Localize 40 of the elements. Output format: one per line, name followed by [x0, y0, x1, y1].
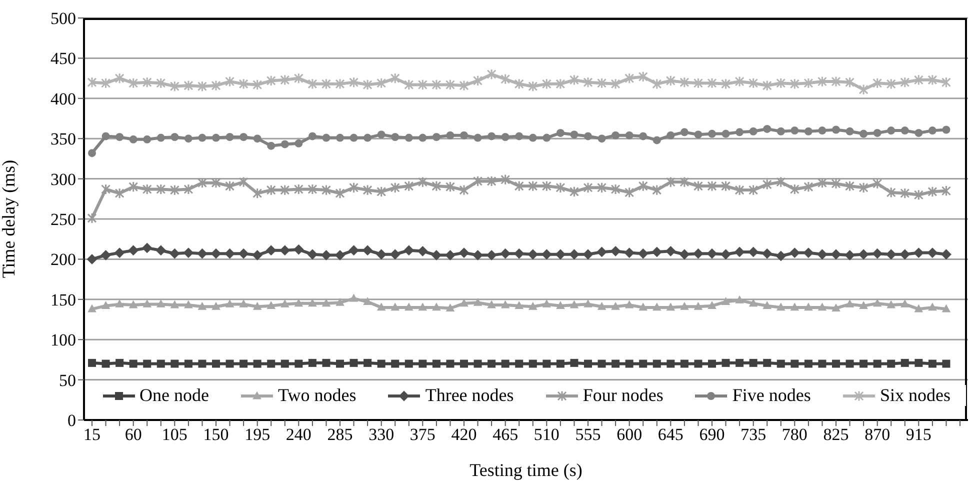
x-tick-label: 150: [203, 425, 229, 444]
x-tick-label: 690: [699, 425, 725, 444]
y-axis-title: Time delay (ms): [0, 160, 18, 278]
y-tick-label: 300: [50, 170, 76, 189]
x-tick-label: 15: [84, 425, 100, 444]
x-tick-label: 555: [575, 425, 601, 444]
x-tick-label: 645: [658, 425, 684, 444]
x-tick-label: 600: [616, 425, 642, 444]
x-tick-label: 510: [534, 425, 560, 444]
x-tick-label: 330: [368, 425, 394, 444]
y-tick-label: 450: [50, 49, 76, 68]
legend-label: Five nodes: [731, 385, 811, 406]
legend-label: Three nodes: [424, 385, 514, 406]
y-tick-label: 350: [50, 130, 76, 149]
x-axis-title: Testing time (s): [470, 460, 582, 480]
y-tick-label: 50: [59, 370, 76, 390]
x-tick-label: 465: [492, 425, 518, 444]
legend-label: Six nodes: [878, 385, 950, 406]
x-tick-label: 60: [124, 425, 142, 444]
x-tick-label: 105: [162, 425, 188, 444]
legend-label: Two nodes: [277, 385, 356, 406]
x-tick-label: 735: [740, 425, 766, 444]
y-tick-label: 400: [50, 89, 76, 108]
legend-label: One node: [138, 385, 209, 406]
y-tick-label: 100: [50, 330, 76, 350]
x-tick-label: 915: [906, 425, 932, 444]
x-tick-label: 870: [864, 425, 890, 444]
legend-label: Four nodes: [582, 385, 664, 406]
y-tick-label: 200: [50, 250, 76, 270]
y-tick-label: 250: [50, 210, 76, 230]
y-tick-label: 0: [68, 411, 76, 430]
x-tick-label: 825: [823, 425, 849, 444]
x-tick-label: 375: [410, 425, 436, 444]
x-tick-label: 240: [286, 425, 312, 444]
y-tick-label: 150: [50, 290, 76, 310]
x-tick-label: 420: [451, 425, 477, 444]
x-tick-label: 285: [327, 425, 353, 444]
x-tick-label: 780: [782, 425, 808, 444]
x-tick-label: 195: [244, 425, 270, 444]
y-tick-label: 500: [50, 9, 76, 28]
